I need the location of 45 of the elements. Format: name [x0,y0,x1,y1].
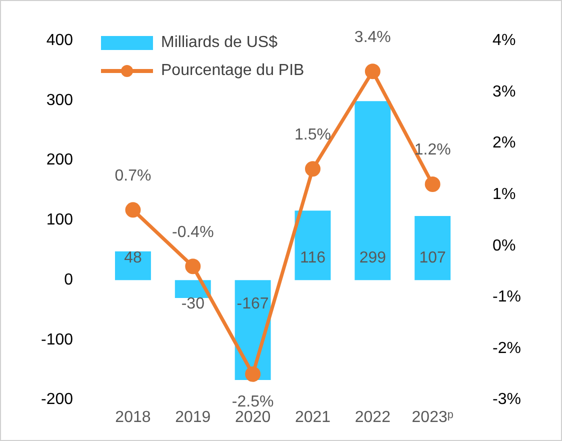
data-label: 299 [359,249,386,266]
x-tick-label: 2023ᵖ [412,408,454,426]
y-tick-label: 400 [46,32,74,50]
y-tick-label: -200 [40,391,74,408]
y-tick-label: 300 [46,92,74,109]
bar [115,251,151,280]
x-tick-label: 2019 [175,408,211,426]
data-label: 107 [419,249,446,266]
legend-label: Milliards de US$ [161,33,278,53]
x-tick-label: 2018 [115,408,151,426]
point [304,161,320,177]
data-label: -2.5% [232,394,274,411]
data-label: -167 [236,295,269,312]
data-label: -30 [181,295,205,312]
data-label: 48 [124,249,142,266]
point [245,366,261,382]
x-tick-label: 2020 [235,408,271,426]
data-label: -0.4% [172,224,214,241]
point [185,258,201,274]
y2-tick-label: 3% [492,83,516,100]
data-label: 3.4% [354,28,391,46]
data-label: 116 [300,249,326,266]
x-tick-label: 2021 [294,408,331,426]
y2-tick-label: 4% [492,32,516,50]
y2-tick-label: -3% [492,391,521,408]
y-tick-label: 100 [46,212,74,229]
point [364,64,380,80]
bar [294,210,331,280]
y2-tick-label: -2% [492,340,521,357]
point [424,176,440,192]
y2-tick-label: -1% [492,288,521,306]
bar [414,216,451,280]
y2-tick-label: 0% [492,237,516,254]
data-label: 0.7% [114,167,152,184]
y2-tick-label: 1% [492,186,516,203]
point [125,202,141,218]
y-tick-label: -100 [40,331,74,348]
bar [354,101,391,280]
y-tick-label: 0 [64,271,74,288]
x-tick-label: 2022 [354,408,391,426]
data-label: 1.2% [414,142,451,159]
legend-label: Pourcentage du PIB [161,61,304,81]
y2-tick-label: 2% [492,134,516,152]
data-label: 1.5% [294,126,331,144]
y-tick-label: 200 [46,152,74,169]
